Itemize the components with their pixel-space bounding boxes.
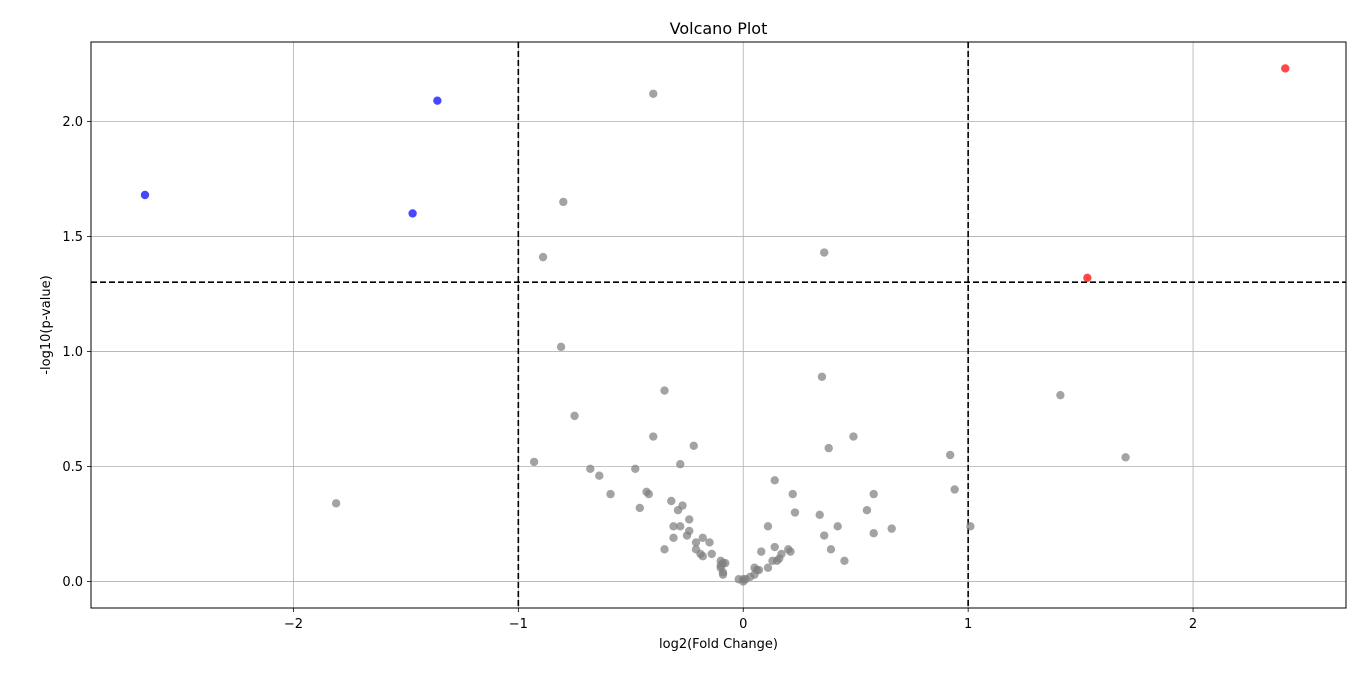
data-point	[331, 499, 341, 508]
data-point	[739, 577, 748, 586]
data-point	[966, 522, 975, 531]
data-point	[676, 522, 685, 531]
x-tick-label: −2	[284, 617, 303, 632]
data-point	[649, 432, 658, 441]
data-point	[770, 542, 779, 552]
y-tick-label: 1.5	[62, 230, 83, 245]
y-axis-label: -log10(p-value)	[39, 275, 54, 374]
data-point	[849, 432, 858, 441]
data-point	[820, 248, 829, 257]
data-point	[698, 533, 707, 543]
data-point	[950, 485, 959, 494]
data-point	[869, 529, 878, 538]
x-axis-label: log2(Fold Change)	[659, 637, 778, 652]
data-point	[538, 252, 548, 262]
data-point	[433, 96, 442, 105]
data-point	[1083, 273, 1092, 283]
data-point	[667, 496, 676, 506]
grid-layer	[91, 42, 1346, 608]
y-tick-label: 0.0	[62, 575, 83, 590]
data-point	[705, 538, 714, 547]
data-point	[556, 342, 566, 352]
data-point	[673, 506, 683, 515]
data-point	[770, 476, 779, 485]
data-point	[718, 570, 728, 579]
data-point	[559, 197, 568, 207]
data-point	[840, 556, 849, 566]
chart-title: Volcano Plot	[670, 19, 768, 38]
data-point	[595, 471, 604, 480]
data-point	[606, 489, 615, 499]
data-point	[820, 531, 829, 540]
data-point	[570, 411, 579, 421]
x-tick-label: 2	[1189, 617, 1197, 632]
data-point	[757, 547, 766, 556]
data-point	[862, 506, 872, 515]
points-layer	[140, 64, 1290, 586]
data-point	[786, 547, 795, 556]
data-point	[631, 464, 640, 474]
data-point	[669, 533, 678, 543]
data-point	[676, 459, 685, 469]
data-point	[826, 545, 836, 554]
data-point	[824, 443, 833, 453]
data-point	[815, 510, 824, 520]
data-point	[685, 515, 694, 524]
data-point	[660, 545, 669, 554]
data-point	[1121, 453, 1130, 462]
tick-layer: −2 −1 0 1 2 0.0 0.5 1.0 1.5 2.0	[62, 115, 1197, 632]
plot-frame	[90, 41, 1347, 609]
data-point	[586, 464, 595, 474]
data-point	[698, 552, 707, 561]
x-tick-label: −1	[509, 617, 528, 632]
data-point	[660, 386, 669, 395]
threshold-layer	[91, 42, 1346, 608]
y-tick-label: 0.5	[62, 460, 83, 475]
data-point	[887, 524, 896, 533]
data-point	[707, 549, 716, 559]
data-point	[945, 450, 955, 460]
data-point	[817, 372, 827, 381]
data-point	[529, 457, 539, 467]
data-point	[682, 531, 692, 540]
y-tick-label: 1.0	[62, 345, 83, 360]
data-point	[763, 522, 773, 531]
data-point	[1056, 390, 1065, 400]
data-point	[635, 503, 644, 513]
data-point	[763, 563, 773, 572]
data-point	[790, 508, 800, 517]
data-point	[788, 489, 797, 499]
x-tick-label: 0	[739, 617, 747, 632]
data-point	[833, 522, 842, 531]
data-point	[1281, 64, 1290, 73]
data-point	[869, 489, 878, 499]
data-point	[408, 209, 417, 218]
data-point	[768, 556, 777, 566]
data-point	[669, 522, 678, 531]
data-point	[644, 489, 653, 499]
y-tick-label: 2.0	[62, 115, 83, 130]
data-point	[689, 441, 698, 450]
x-tick-label: 1	[964, 617, 972, 632]
data-point	[691, 538, 701, 547]
data-point	[140, 190, 150, 200]
data-point	[649, 89, 658, 98]
